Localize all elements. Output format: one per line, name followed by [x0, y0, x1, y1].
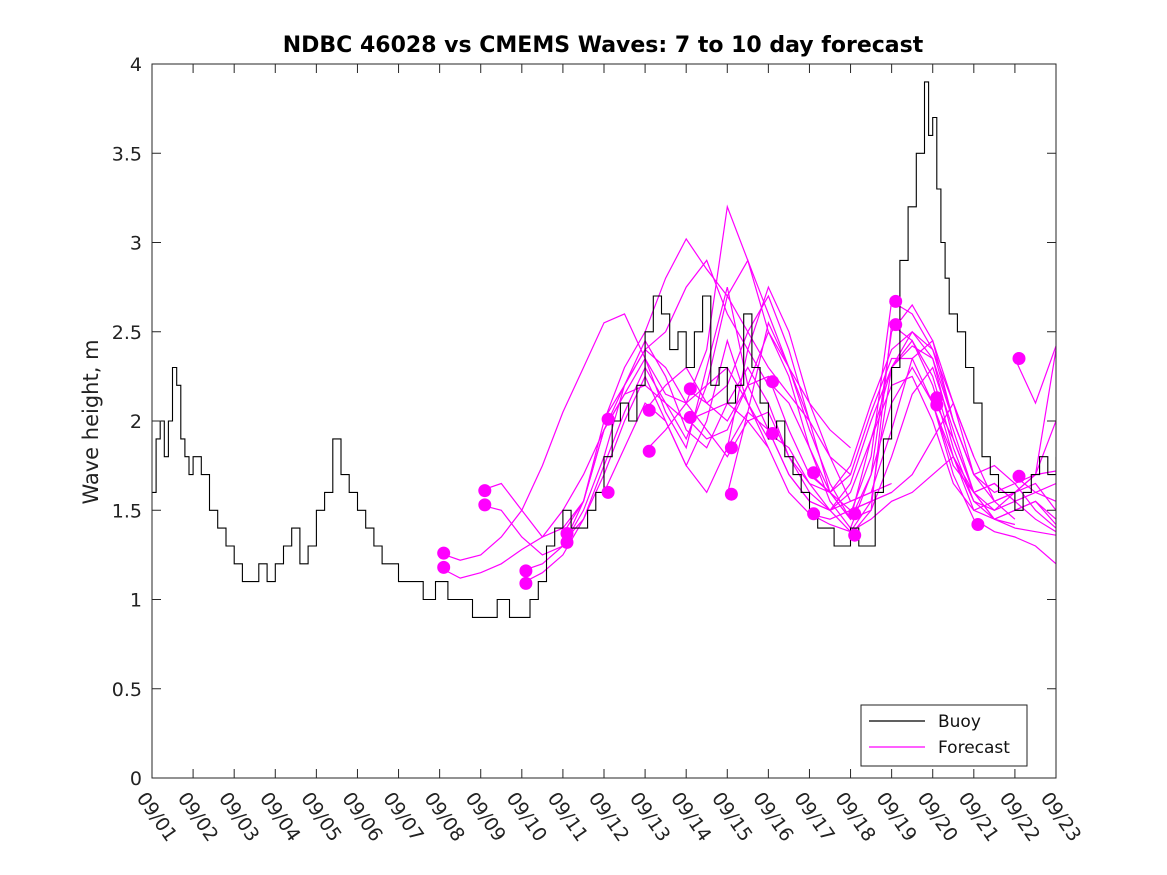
forecast-point-24: [889, 318, 903, 332]
forecast-line-22: [850, 323, 1056, 536]
forecast-point-17: [766, 375, 779, 389]
y-axis-label: Wave height, m: [79, 339, 103, 504]
forecast-line-25: [1014, 345, 1056, 405]
y-tick-label: 0.5: [112, 679, 142, 701]
y-ticks: 0 0.5 1 1.5 2 2.5 3 3.5 4: [112, 54, 1056, 790]
forecast-point-28: [1012, 352, 1026, 365]
forecast-line-8: [562, 338, 892, 543]
forecast-line-6: [521, 294, 851, 584]
forecast-line-10: [603, 345, 975, 512]
forecast-point-2: [437, 560, 451, 574]
forecast-point-21: [848, 507, 862, 521]
forecast-point-11: [642, 403, 656, 417]
forecast-point-12: [642, 444, 656, 458]
legend-buoy-label: Buoy: [938, 712, 981, 732]
forecast-point-9: [601, 412, 615, 426]
forecast-point-19: [807, 466, 821, 480]
forecast-point-27: [971, 518, 985, 531]
forecast-point-13: [683, 382, 697, 396]
forecast-point-6: [519, 576, 533, 590]
forecast-point-3: [478, 484, 492, 498]
forecast-point-20: [807, 507, 821, 521]
chart-title: NDBC 46028 vs CMEMS Waves: 7 to 10 day f…: [283, 33, 924, 58]
forecast-point-1: [437, 546, 451, 560]
forecast-point-10: [601, 485, 615, 499]
forecast-point-26: [930, 398, 944, 412]
forecast-point-8: [560, 535, 574, 549]
legend-forecast-label: Forecast: [938, 738, 1010, 758]
y-tick-label: 2: [130, 411, 142, 433]
y-tick-label: 2.5: [112, 322, 142, 344]
forecast-point-29: [1012, 469, 1026, 483]
y-tick-label: 3: [130, 233, 142, 255]
forecast-line-1: [439, 313, 769, 561]
buoy-line: [152, 81, 1056, 618]
legend: Buoy Forecast: [860, 704, 1028, 767]
forecast-line-17: [767, 303, 1056, 529]
forecast-point-14: [683, 410, 697, 424]
forecast-point-7: [560, 527, 574, 540]
legend-box: [860, 704, 1028, 767]
forecast-point-23: [889, 294, 903, 308]
buoy-line-group: [152, 81, 1056, 618]
forecast-points: [437, 294, 1026, 590]
y-tick-label: 1.5: [112, 500, 142, 522]
forecast-line-7: [562, 286, 892, 534]
y-tick-label: 3.5: [112, 143, 142, 165]
forecast-line-24: [932, 404, 1016, 526]
forecast-point-18: [766, 427, 779, 440]
forecast-point-5: [519, 564, 533, 578]
forecast-point-16: [724, 487, 738, 501]
forecast-point-4: [478, 498, 492, 512]
forecast-point-15: [724, 441, 738, 455]
y-tick-label: 1: [130, 590, 142, 612]
y-tick-label: 0: [130, 768, 142, 790]
y-tick-label: 4: [130, 54, 142, 76]
forecast-point-22: [848, 528, 862, 542]
